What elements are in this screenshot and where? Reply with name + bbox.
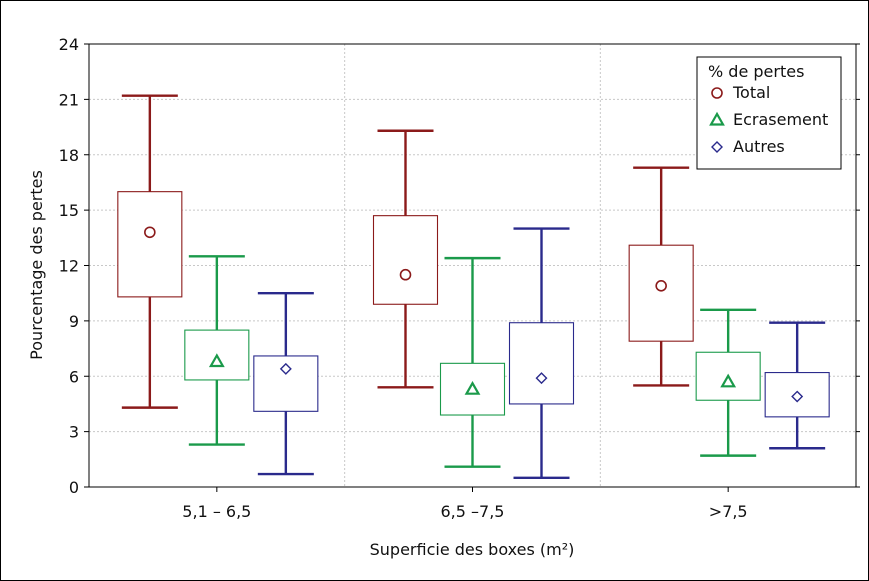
y-tick-label: 6: [69, 367, 79, 386]
mean-marker-triangle: [720, 373, 737, 388]
legend: % de pertes Total Ecrasement Autres: [696, 56, 842, 170]
mean-marker-diamond: [279, 362, 292, 375]
box-body: [253, 355, 319, 412]
y-tick-label: 18: [59, 146, 79, 165]
legend-box: [696, 56, 842, 170]
y-tick-label: 15: [59, 201, 79, 220]
y-tick-label: 24: [59, 35, 79, 54]
box-body: [117, 191, 183, 298]
legend-items: Total Ecrasement Autres: [709, 83, 828, 156]
mean-marker-diamond: [535, 372, 548, 385]
box-total-0: [117, 94, 183, 409]
legend-label-ecrasement: Ecrasement: [733, 110, 828, 129]
mean-marker-diamond: [791, 390, 804, 403]
x-tick-label: 5,1 – 6,5: [182, 502, 251, 521]
x-axis-title: Superficie des boxes (m²): [370, 540, 575, 559]
x-tick-label: 6,5 –7,5: [441, 502, 505, 521]
box-autres-0: [253, 291, 319, 476]
box-ecrasement-1: [439, 256, 506, 468]
box-autres-2: [764, 321, 830, 450]
y-tick-label: 12: [59, 257, 79, 276]
x-axis: 5,1 – 6,5 6,5 –7,5 >7,5: [182, 487, 748, 521]
box-groups: [117, 94, 830, 479]
box-body: [764, 372, 830, 418]
box-ecrasement-0: [184, 255, 250, 446]
y-tick-label: 21: [59, 90, 79, 109]
box-body: [372, 215, 439, 305]
box-total-2: [628, 166, 694, 387]
mean-marker-circle: [144, 226, 156, 239]
box-autres-1: [508, 227, 575, 479]
box-body: [628, 244, 694, 342]
legend-label-autres: Autres: [733, 137, 785, 156]
y-tick-label: 9: [69, 312, 79, 331]
legend-title: % de pertes: [708, 62, 804, 81]
grid-lines: [89, 44, 856, 487]
mean-marker-triangle: [464, 380, 481, 395]
mean-marker-diamond: [711, 141, 723, 153]
box-body: [439, 362, 506, 416]
mean-marker-triangle: [709, 111, 725, 126]
mean-marker-circle: [655, 280, 667, 292]
y-tick-label: 3: [69, 423, 79, 442]
x-tick-label: >7,5: [709, 502, 748, 521]
y-tick-label: 0: [69, 478, 79, 497]
mean-marker-circle: [711, 87, 723, 99]
y-axis-title: Pourcentage des pertes: [27, 170, 46, 360]
box-total-1: [372, 129, 439, 389]
mean-marker-triangle: [208, 353, 225, 368]
box-ecrasement-2: [695, 308, 761, 457]
box-body: [508, 322, 575, 405]
mean-marker-circle: [399, 268, 412, 281]
y-axis: 0 3 6 9 12 15 18 21 24: [59, 35, 860, 497]
legend-label-total: Total: [732, 83, 770, 102]
